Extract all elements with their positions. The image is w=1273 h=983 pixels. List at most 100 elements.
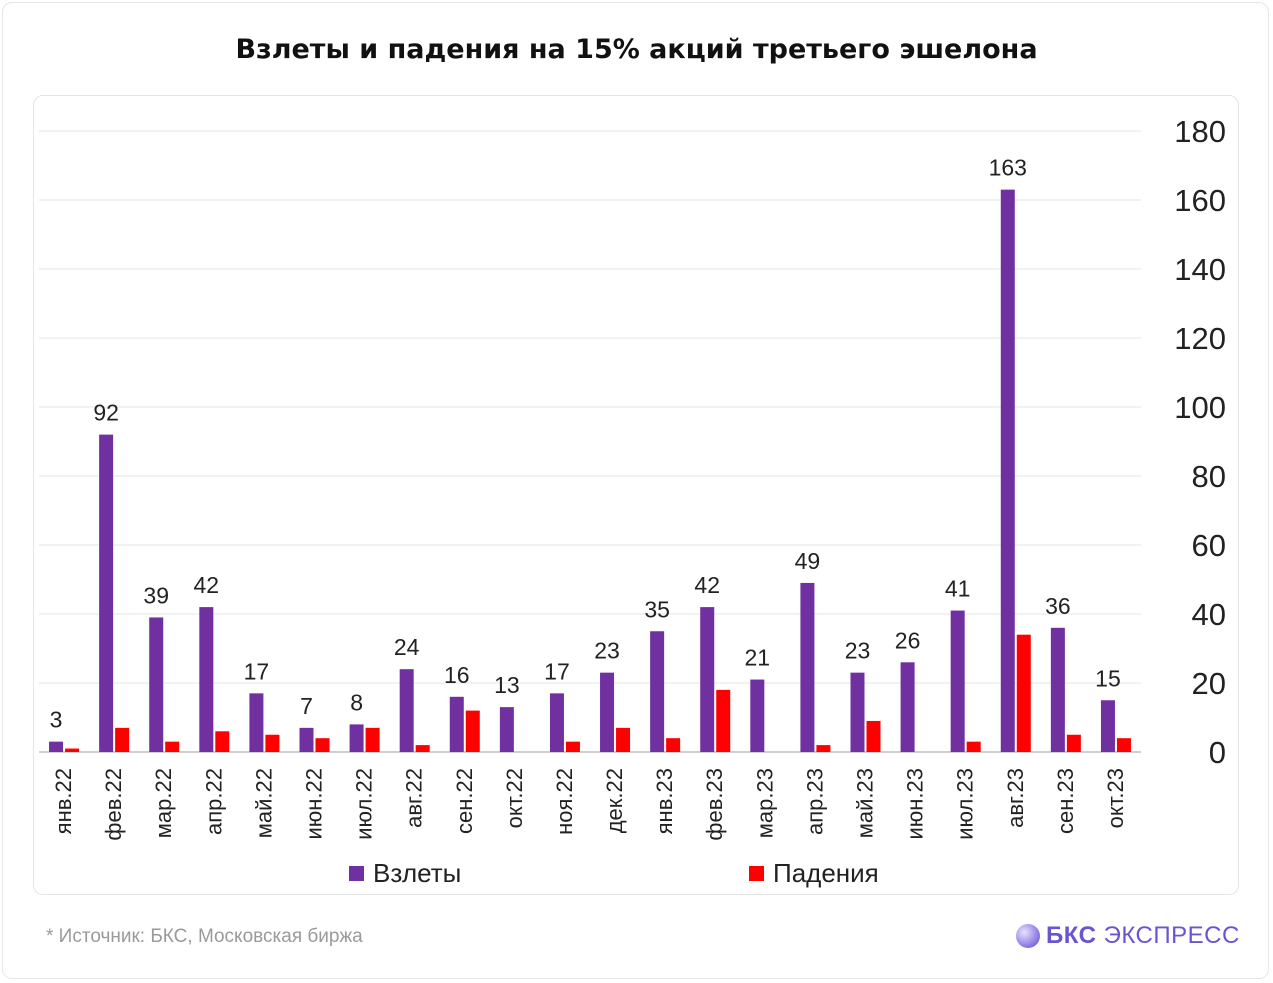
data-label: 35 xyxy=(644,596,670,622)
brand-light: ЭКСПРЕСС xyxy=(1103,922,1240,949)
legend-swatch xyxy=(349,866,364,881)
bar-falls xyxy=(415,745,430,752)
data-label: 42 xyxy=(194,572,220,598)
data-label: 49 xyxy=(795,548,821,574)
data-label: 39 xyxy=(143,582,169,608)
data-label: 7 xyxy=(300,693,313,719)
bar-rises xyxy=(1000,189,1015,752)
bar-rises xyxy=(99,434,114,752)
x-tick-label: июн.22 xyxy=(302,768,327,840)
bar-falls xyxy=(165,741,180,752)
data-label: 13 xyxy=(494,672,520,698)
x-tick-label: июн.23 xyxy=(903,768,928,840)
x-tick-label: апр.22 xyxy=(201,768,226,835)
bar-rises xyxy=(750,679,765,752)
data-label: 3 xyxy=(50,707,63,733)
y-tick-label: 60 xyxy=(1192,528,1226,563)
bar-rises xyxy=(850,672,865,752)
bar-falls xyxy=(666,738,681,752)
legend-swatch xyxy=(749,866,764,881)
brand-sphere-icon xyxy=(1016,924,1040,948)
bar-rises xyxy=(900,662,915,752)
bar-rises xyxy=(249,693,264,752)
y-tick-label: 20 xyxy=(1192,666,1226,701)
data-label: 24 xyxy=(394,634,420,660)
bar-rises xyxy=(700,607,715,752)
x-tick-label: авг.22 xyxy=(402,768,427,828)
bar-falls xyxy=(1016,634,1031,752)
data-label: 42 xyxy=(694,572,720,598)
data-label: 26 xyxy=(895,627,921,653)
bar-falls xyxy=(616,727,631,752)
bar-rises xyxy=(499,707,514,752)
y-tick-label: 0 xyxy=(1209,735,1226,770)
x-tick-label: мар.23 xyxy=(752,768,777,838)
bar-falls xyxy=(1066,734,1081,752)
bar-falls xyxy=(1116,738,1131,752)
bar-falls xyxy=(565,741,580,752)
x-tick-label: авг.23 xyxy=(1003,768,1028,828)
bar-rises xyxy=(149,617,164,752)
bar-rises xyxy=(399,669,414,752)
bar-falls xyxy=(365,727,380,752)
y-tick-label: 100 xyxy=(1174,390,1226,425)
bar-falls xyxy=(65,748,80,752)
data-label: 15 xyxy=(1095,665,1121,691)
y-tick-label: 40 xyxy=(1192,597,1226,632)
chart-title: Взлеты и падения на 15% акций третьего э… xyxy=(235,34,1038,65)
bar-falls xyxy=(465,710,480,752)
brand-bold: БКС xyxy=(1046,922,1097,949)
brand-logo-block: БКС ЭКСПРЕСС xyxy=(1016,922,1240,950)
bar-rises xyxy=(449,696,464,752)
x-tick-label: июл.23 xyxy=(953,768,978,840)
y-tick-label: 80 xyxy=(1192,459,1226,494)
data-label: 8 xyxy=(350,689,363,715)
data-label: 16 xyxy=(444,662,470,688)
bar-rises xyxy=(1050,627,1065,752)
bar-chart: 0 20 40 60 80 100 120 140 160 180 3 янв.22 92 фев.22 3… xyxy=(39,114,1226,888)
legend-label: Взлеты xyxy=(373,858,461,888)
bar-rises xyxy=(1100,700,1115,752)
data-label: 17 xyxy=(244,658,270,684)
data-label: 17 xyxy=(544,658,570,684)
x-tick-label: фев.22 xyxy=(101,768,126,841)
y-tick-label: 140 xyxy=(1174,252,1226,287)
bar-rises xyxy=(349,724,364,752)
x-tick-label: мар.22 xyxy=(151,768,176,838)
x-tick-label: май.23 xyxy=(853,768,878,838)
x-tick-label: фев.23 xyxy=(702,768,727,841)
bar-falls xyxy=(115,727,130,752)
x-tick-label: май.22 xyxy=(251,768,276,838)
data-label: 92 xyxy=(93,400,119,426)
bar-rises xyxy=(800,582,815,752)
data-label: 41 xyxy=(945,576,971,602)
bar-falls xyxy=(966,741,981,752)
x-tick-label: дек.22 xyxy=(602,768,627,833)
x-tick-label: янв.23 xyxy=(652,768,677,834)
bar-rises xyxy=(600,672,615,752)
data-label: 21 xyxy=(745,645,771,671)
bar-rises xyxy=(49,741,64,752)
legend-label: Падения xyxy=(773,858,879,888)
bar-rises xyxy=(199,607,214,752)
bar-falls xyxy=(866,720,881,752)
data-label: 163 xyxy=(989,155,1027,181)
x-tick-label: окт.22 xyxy=(502,768,527,828)
bar-rises xyxy=(299,727,314,752)
source-note: * Источник: БКС, Московская биржа xyxy=(46,926,363,947)
x-tick-label: окт.23 xyxy=(1103,768,1128,828)
data-label: 36 xyxy=(1045,593,1071,619)
x-tick-label: янв.22 xyxy=(51,768,76,834)
bar-rises xyxy=(549,693,564,752)
bar-rises xyxy=(950,610,965,752)
x-tick-label: сен.23 xyxy=(1053,768,1078,834)
bar-falls xyxy=(315,738,330,752)
x-tick-label: ноя.22 xyxy=(552,768,577,835)
x-tick-label: апр.23 xyxy=(802,768,827,835)
data-label: 23 xyxy=(594,638,620,664)
bar-falls xyxy=(716,689,731,752)
chart-card: 0 20 40 60 80 100 120 140 160 180 3 янв.22 92 фев.22 3… xyxy=(33,95,1239,895)
bar-rises xyxy=(650,631,665,752)
bar-falls xyxy=(215,731,230,752)
